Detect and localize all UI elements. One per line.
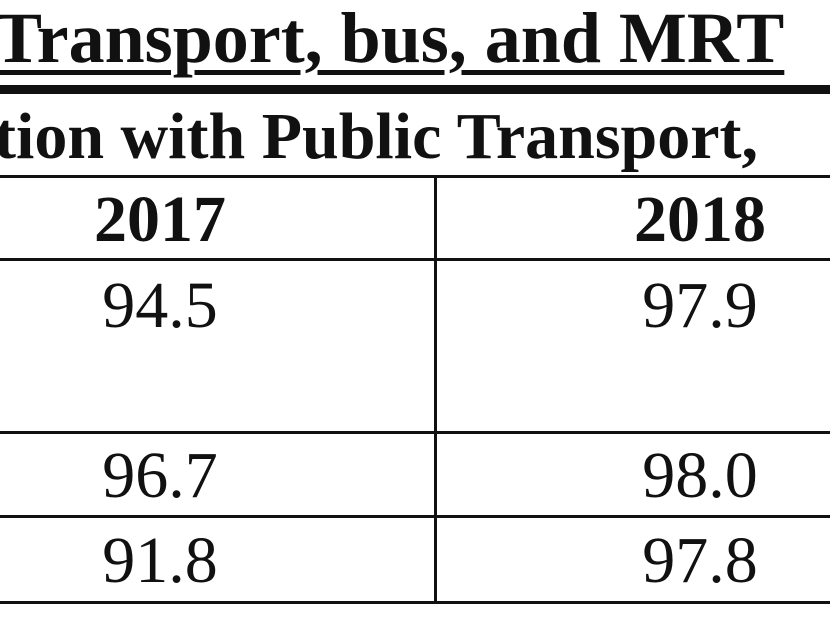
table-subtitle: tion with Public Transport, bbox=[0, 100, 758, 173]
column-header-2017: 2017 bbox=[94, 183, 226, 256]
table-title: Transport, bus, and MRT bbox=[0, 0, 785, 78]
table-cell: 94.5 bbox=[102, 269, 218, 342]
column-divider bbox=[434, 178, 437, 603]
title-rule bbox=[0, 85, 830, 94]
table-cell: 97.9 bbox=[642, 269, 758, 342]
header-bottom-border bbox=[0, 258, 830, 261]
table-bottom-border bbox=[0, 601, 830, 604]
table-cell: 96.7 bbox=[102, 439, 218, 512]
header-top-border bbox=[0, 175, 830, 178]
row-divider bbox=[0, 515, 830, 518]
table-cell: 98.0 bbox=[642, 439, 758, 512]
table-cell: 91.8 bbox=[102, 524, 218, 597]
table-cell: 97.8 bbox=[642, 524, 758, 597]
column-header-2018: 2018 bbox=[634, 183, 766, 256]
row-divider bbox=[0, 431, 830, 434]
